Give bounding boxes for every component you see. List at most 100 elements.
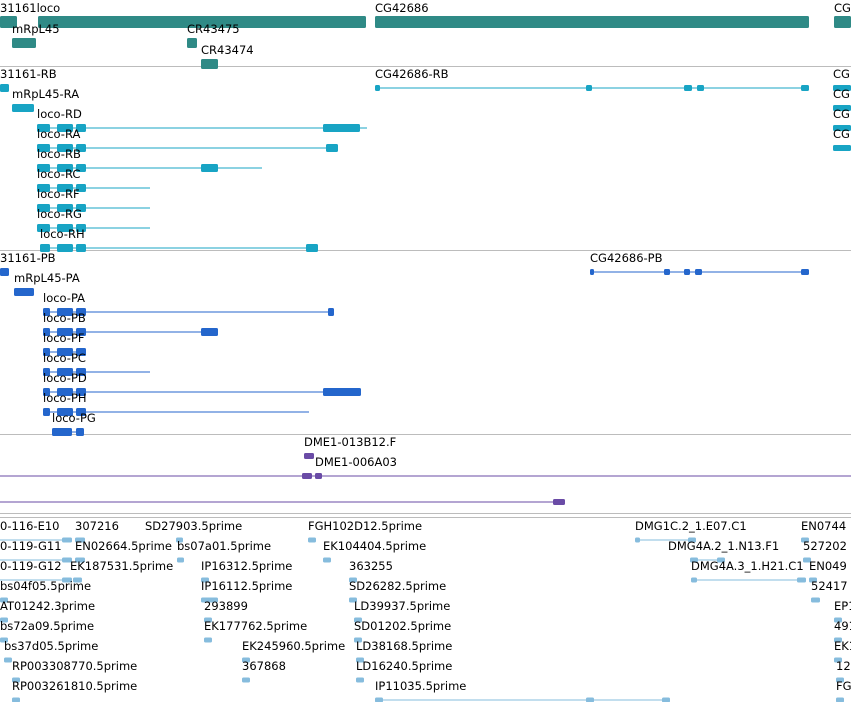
feature[interactable]: EK187531.5prime bbox=[70, 559, 173, 583]
exon-block bbox=[349, 577, 357, 583]
feature[interactable]: CG42686 bbox=[375, 1, 809, 28]
feature[interactable]: bs37d05.5prime bbox=[4, 639, 98, 663]
feature[interactable]: EN049 bbox=[809, 559, 847, 583]
feature[interactable] bbox=[0, 499, 565, 505]
feature[interactable]: CG bbox=[833, 87, 851, 111]
feature[interactable]: 0-116-E10 bbox=[0, 519, 72, 543]
feature[interactable]: 31161-RB bbox=[0, 67, 57, 92]
feature[interactable]: CR43474 bbox=[201, 43, 254, 69]
feature[interactable]: DME1-013B12.F bbox=[304, 435, 396, 459]
exon-block bbox=[354, 637, 362, 643]
feature[interactable]: CG bbox=[833, 107, 851, 131]
feature[interactable]: LD39937.5prime bbox=[354, 599, 450, 623]
feature[interactable]: 307216 bbox=[75, 519, 119, 543]
feature[interactable]: 367868 bbox=[242, 659, 286, 683]
feature[interactable]: IP16112.5prime bbox=[201, 579, 292, 603]
exon-block bbox=[76, 408, 86, 416]
feature[interactable]: LD38168.5prime bbox=[356, 639, 452, 663]
exon-block bbox=[37, 184, 50, 192]
feature[interactable]: 52417 bbox=[811, 579, 848, 603]
exon-block bbox=[76, 428, 84, 436]
feature[interactable]: CR43475 bbox=[187, 22, 240, 48]
exon-block bbox=[37, 164, 50, 172]
exon-block bbox=[201, 577, 209, 583]
feature[interactable]: EP1 bbox=[834, 599, 851, 623]
feature-label: loco-RC bbox=[37, 167, 80, 181]
feature[interactable]: DMG1C.2_1.E07.C1 bbox=[635, 519, 747, 543]
feature-label: IP16112.5prime bbox=[201, 579, 292, 593]
feature[interactable]: loco-PB bbox=[43, 311, 218, 336]
feature[interactable]: 0-119-G11 bbox=[0, 539, 72, 563]
feature[interactable]: loco-RD bbox=[37, 107, 367, 132]
feature[interactable]: CG42686-RB bbox=[375, 67, 809, 91]
feature[interactable]: SD26282.5prime bbox=[349, 579, 446, 603]
feature[interactable]: mRpL45 bbox=[12, 22, 60, 48]
feature[interactable]: LD16240.5prime bbox=[356, 659, 452, 683]
feature[interactable]: RP003261810.5prime bbox=[12, 679, 137, 702]
feature[interactable]: DMG4A.2_1.N13.F1 bbox=[668, 539, 779, 563]
feature[interactable]: loco-PC bbox=[43, 351, 150, 376]
exon-block bbox=[76, 328, 86, 336]
feature[interactable]: mRpL45-RA bbox=[12, 87, 79, 112]
feature[interactable]: 491 bbox=[834, 619, 851, 643]
feature[interactable]: loco-PH bbox=[43, 391, 309, 416]
feature[interactable]: bs07a01.5prime bbox=[177, 539, 271, 563]
exon-block bbox=[14, 288, 34, 296]
feature[interactable]: loco-RH bbox=[40, 227, 318, 252]
feature[interactable]: SD27903.5prime bbox=[145, 519, 242, 543]
feature-label: EK245960.5prime bbox=[242, 639, 345, 653]
feature[interactable]: EK1 bbox=[834, 639, 851, 663]
exon-block bbox=[43, 408, 50, 416]
feature[interactable]: RP003308770.5prime bbox=[12, 659, 137, 683]
feature[interactable]: mRpL45-PA bbox=[14, 271, 80, 296]
feature[interactable]: EN0744 bbox=[801, 519, 846, 543]
feature[interactable]: loco-RA bbox=[37, 127, 338, 152]
feature[interactable]: 12 bbox=[836, 659, 851, 683]
track-cdna-clones: DME1-013B12.F DME1-006A03 bbox=[0, 435, 851, 505]
feature[interactable]: SD01202.5prime bbox=[354, 619, 451, 643]
feature[interactable]: CG42686-PB bbox=[590, 251, 809, 275]
feature[interactable]: 31161loco bbox=[0, 1, 366, 28]
feature[interactable]: AT01242.3prime bbox=[0, 599, 95, 623]
exon-block bbox=[37, 204, 50, 212]
feature[interactable]: bs72a09.5prime bbox=[0, 619, 94, 643]
feature[interactable]: FGH102D12.5prime bbox=[308, 519, 422, 543]
feature[interactable]: DME1-006A03 bbox=[0, 455, 851, 479]
feature[interactable]: EN02664.5prime bbox=[75, 539, 172, 563]
feature[interactable]: loco-RC bbox=[37, 167, 150, 192]
feature[interactable]: 363255 bbox=[349, 559, 393, 583]
feature-label: SD01202.5prime bbox=[354, 619, 451, 633]
feature[interactable]: loco-PF bbox=[43, 331, 86, 356]
feature[interactable]: loco-RG bbox=[37, 207, 150, 232]
exon-block bbox=[833, 85, 851, 91]
feature-label: DMG1C.2_1.E07.C1 bbox=[635, 519, 747, 533]
feature[interactable]: loco-RF bbox=[37, 187, 150, 212]
feature[interactable]: EK104404.5prime bbox=[323, 539, 426, 563]
exon-block bbox=[76, 388, 86, 396]
feature[interactable]: CG bbox=[833, 127, 851, 151]
feature[interactable]: 527202 bbox=[803, 539, 847, 563]
feature[interactable]: FG bbox=[836, 679, 851, 702]
feature[interactable]: 31161-PB bbox=[0, 251, 56, 276]
feature[interactable]: EK245960.5prime bbox=[242, 639, 345, 663]
feature-label: CG42686-PB bbox=[590, 251, 663, 265]
feature-label: 52417 bbox=[811, 579, 848, 593]
feature[interactable]: EK177762.5prime bbox=[204, 619, 307, 643]
feature[interactable]: loco-PD bbox=[43, 371, 361, 396]
feature[interactable]: IP11035.5prime bbox=[375, 679, 670, 702]
feature[interactable]: CG bbox=[833, 67, 851, 91]
feature-label: 31161-PB bbox=[0, 251, 56, 265]
feature[interactable]: CG bbox=[834, 1, 851, 28]
feature[interactable]: DMG4A.3_1.H21.C1 bbox=[691, 559, 806, 583]
exon-block bbox=[57, 408, 73, 416]
feature[interactable]: loco-PG bbox=[52, 411, 96, 436]
feature[interactable]: bs04f05.5prime bbox=[0, 579, 91, 603]
exon-block bbox=[811, 597, 820, 603]
exon-block bbox=[803, 557, 811, 563]
feature[interactable]: loco-PA bbox=[43, 291, 334, 316]
feature[interactable]: 0-119-G12 bbox=[0, 559, 72, 583]
feature[interactable]: loco-RB bbox=[37, 147, 262, 172]
feature[interactable]: 293899 bbox=[204, 599, 248, 623]
feature[interactable]: IP16312.5prime bbox=[201, 559, 292, 583]
feature-label: 12 bbox=[836, 659, 851, 673]
